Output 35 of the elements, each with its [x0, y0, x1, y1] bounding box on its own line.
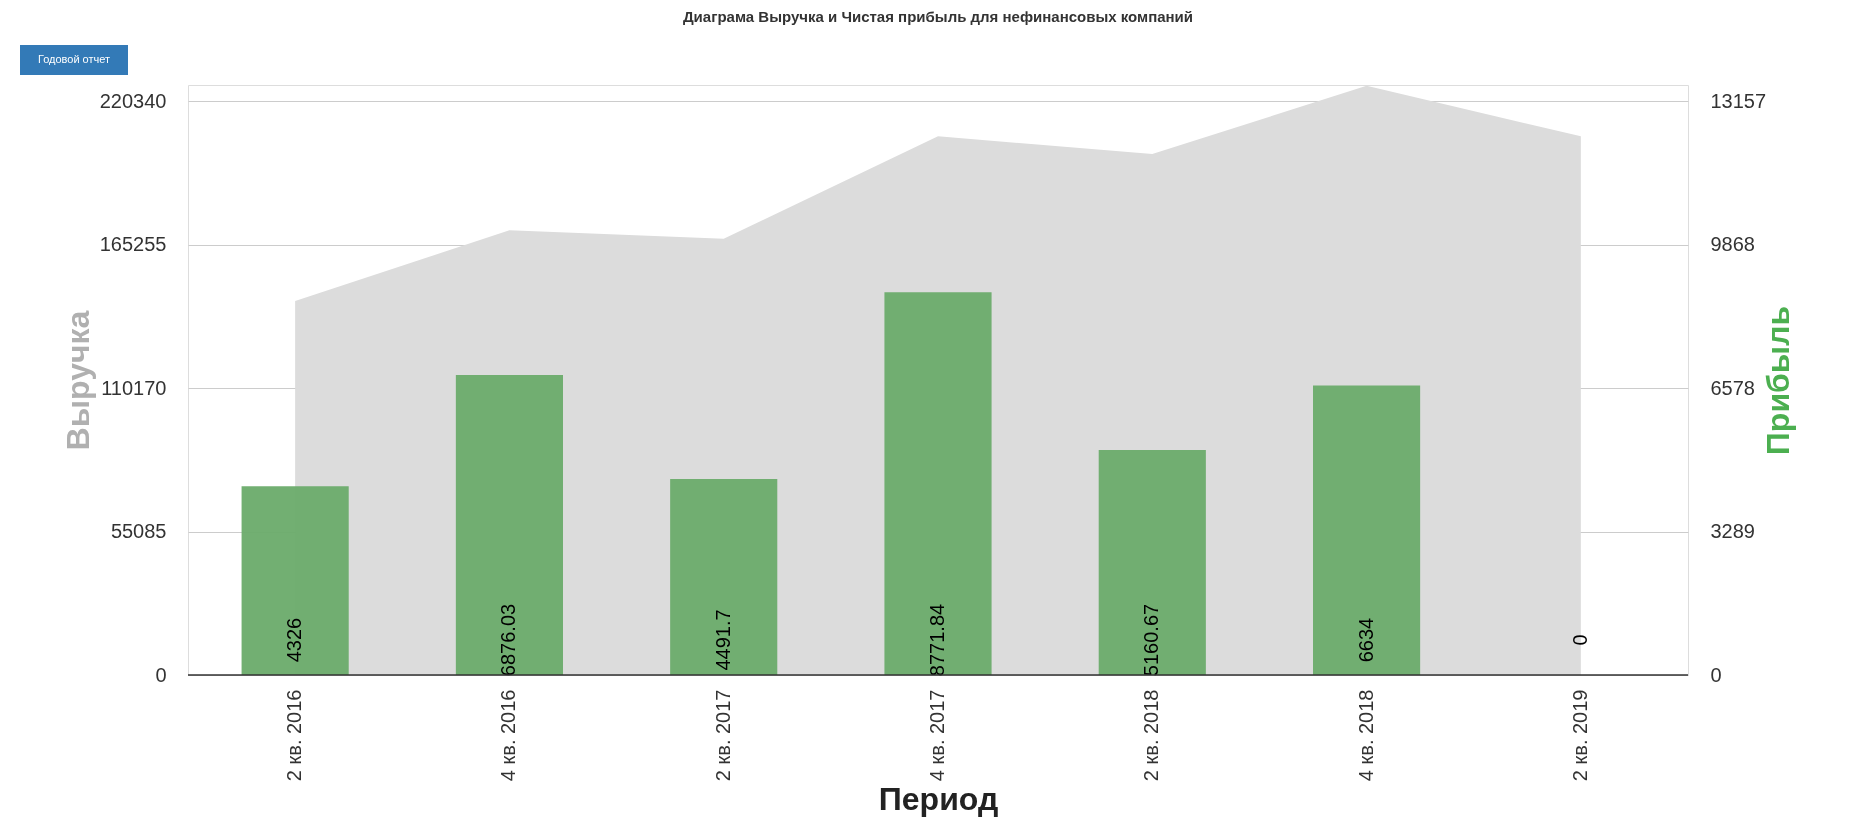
- x-tick-label: 4 кв. 2017: [926, 689, 948, 782]
- y2-tick-label: 9868: [1710, 233, 1755, 256]
- x-tick-label: 4 кв. 2016: [497, 689, 520, 782]
- x-tick-label: 2 кв. 2016: [283, 689, 306, 782]
- x-tick-label: 2 кв. 2018: [1140, 689, 1163, 782]
- text: Годовой отчет: [37, 53, 111, 65]
- x-tick-label: 2 кв. 2017: [711, 689, 734, 782]
- data-label: 0: [1568, 634, 1591, 646]
- bar: [1313, 385, 1421, 675]
- data-label: 4491.7: [711, 609, 734, 671]
- x-tick-label: 2 кв. 2019: [1568, 689, 1591, 782]
- bar: [455, 375, 563, 675]
- x-axis-title: Период: [878, 781, 999, 818]
- bar: [884, 292, 992, 675]
- bar: [1098, 449, 1206, 675]
- y-tick-label: 165255: [99, 233, 167, 256]
- chart-title: Диаграма Выручка и Чистая прибыль для нефинансовых компаний: [682, 8, 1194, 25]
- y-tick-label: 110170: [101, 376, 167, 399]
- y-axis-title: Выручка: [59, 310, 96, 451]
- y-tick-label: 220340: [99, 89, 167, 112]
- data-label: 6634: [1354, 617, 1377, 663]
- y-tick-label: 55085: [110, 520, 167, 543]
- data-label: 4326: [283, 617, 306, 663]
- y2-tick-label: 0: [1710, 663, 1722, 686]
- y-tick-label: 0: [155, 663, 167, 686]
- bar: [241, 486, 349, 675]
- data-label: 8771.84: [926, 603, 948, 677]
- y2-tick-label: 6578: [1710, 376, 1755, 399]
- data-label: 5160.67: [1140, 603, 1163, 677]
- data-label: 6876.03: [497, 603, 520, 677]
- bar: [670, 479, 778, 675]
- x-tick-label: 4 кв. 2018: [1354, 689, 1377, 782]
- y2-tick-label: 3289: [1710, 520, 1755, 543]
- y2-tick-label: 13157: [1710, 89, 1767, 112]
- y2-axis-title: Прибыль: [1760, 305, 1797, 456]
